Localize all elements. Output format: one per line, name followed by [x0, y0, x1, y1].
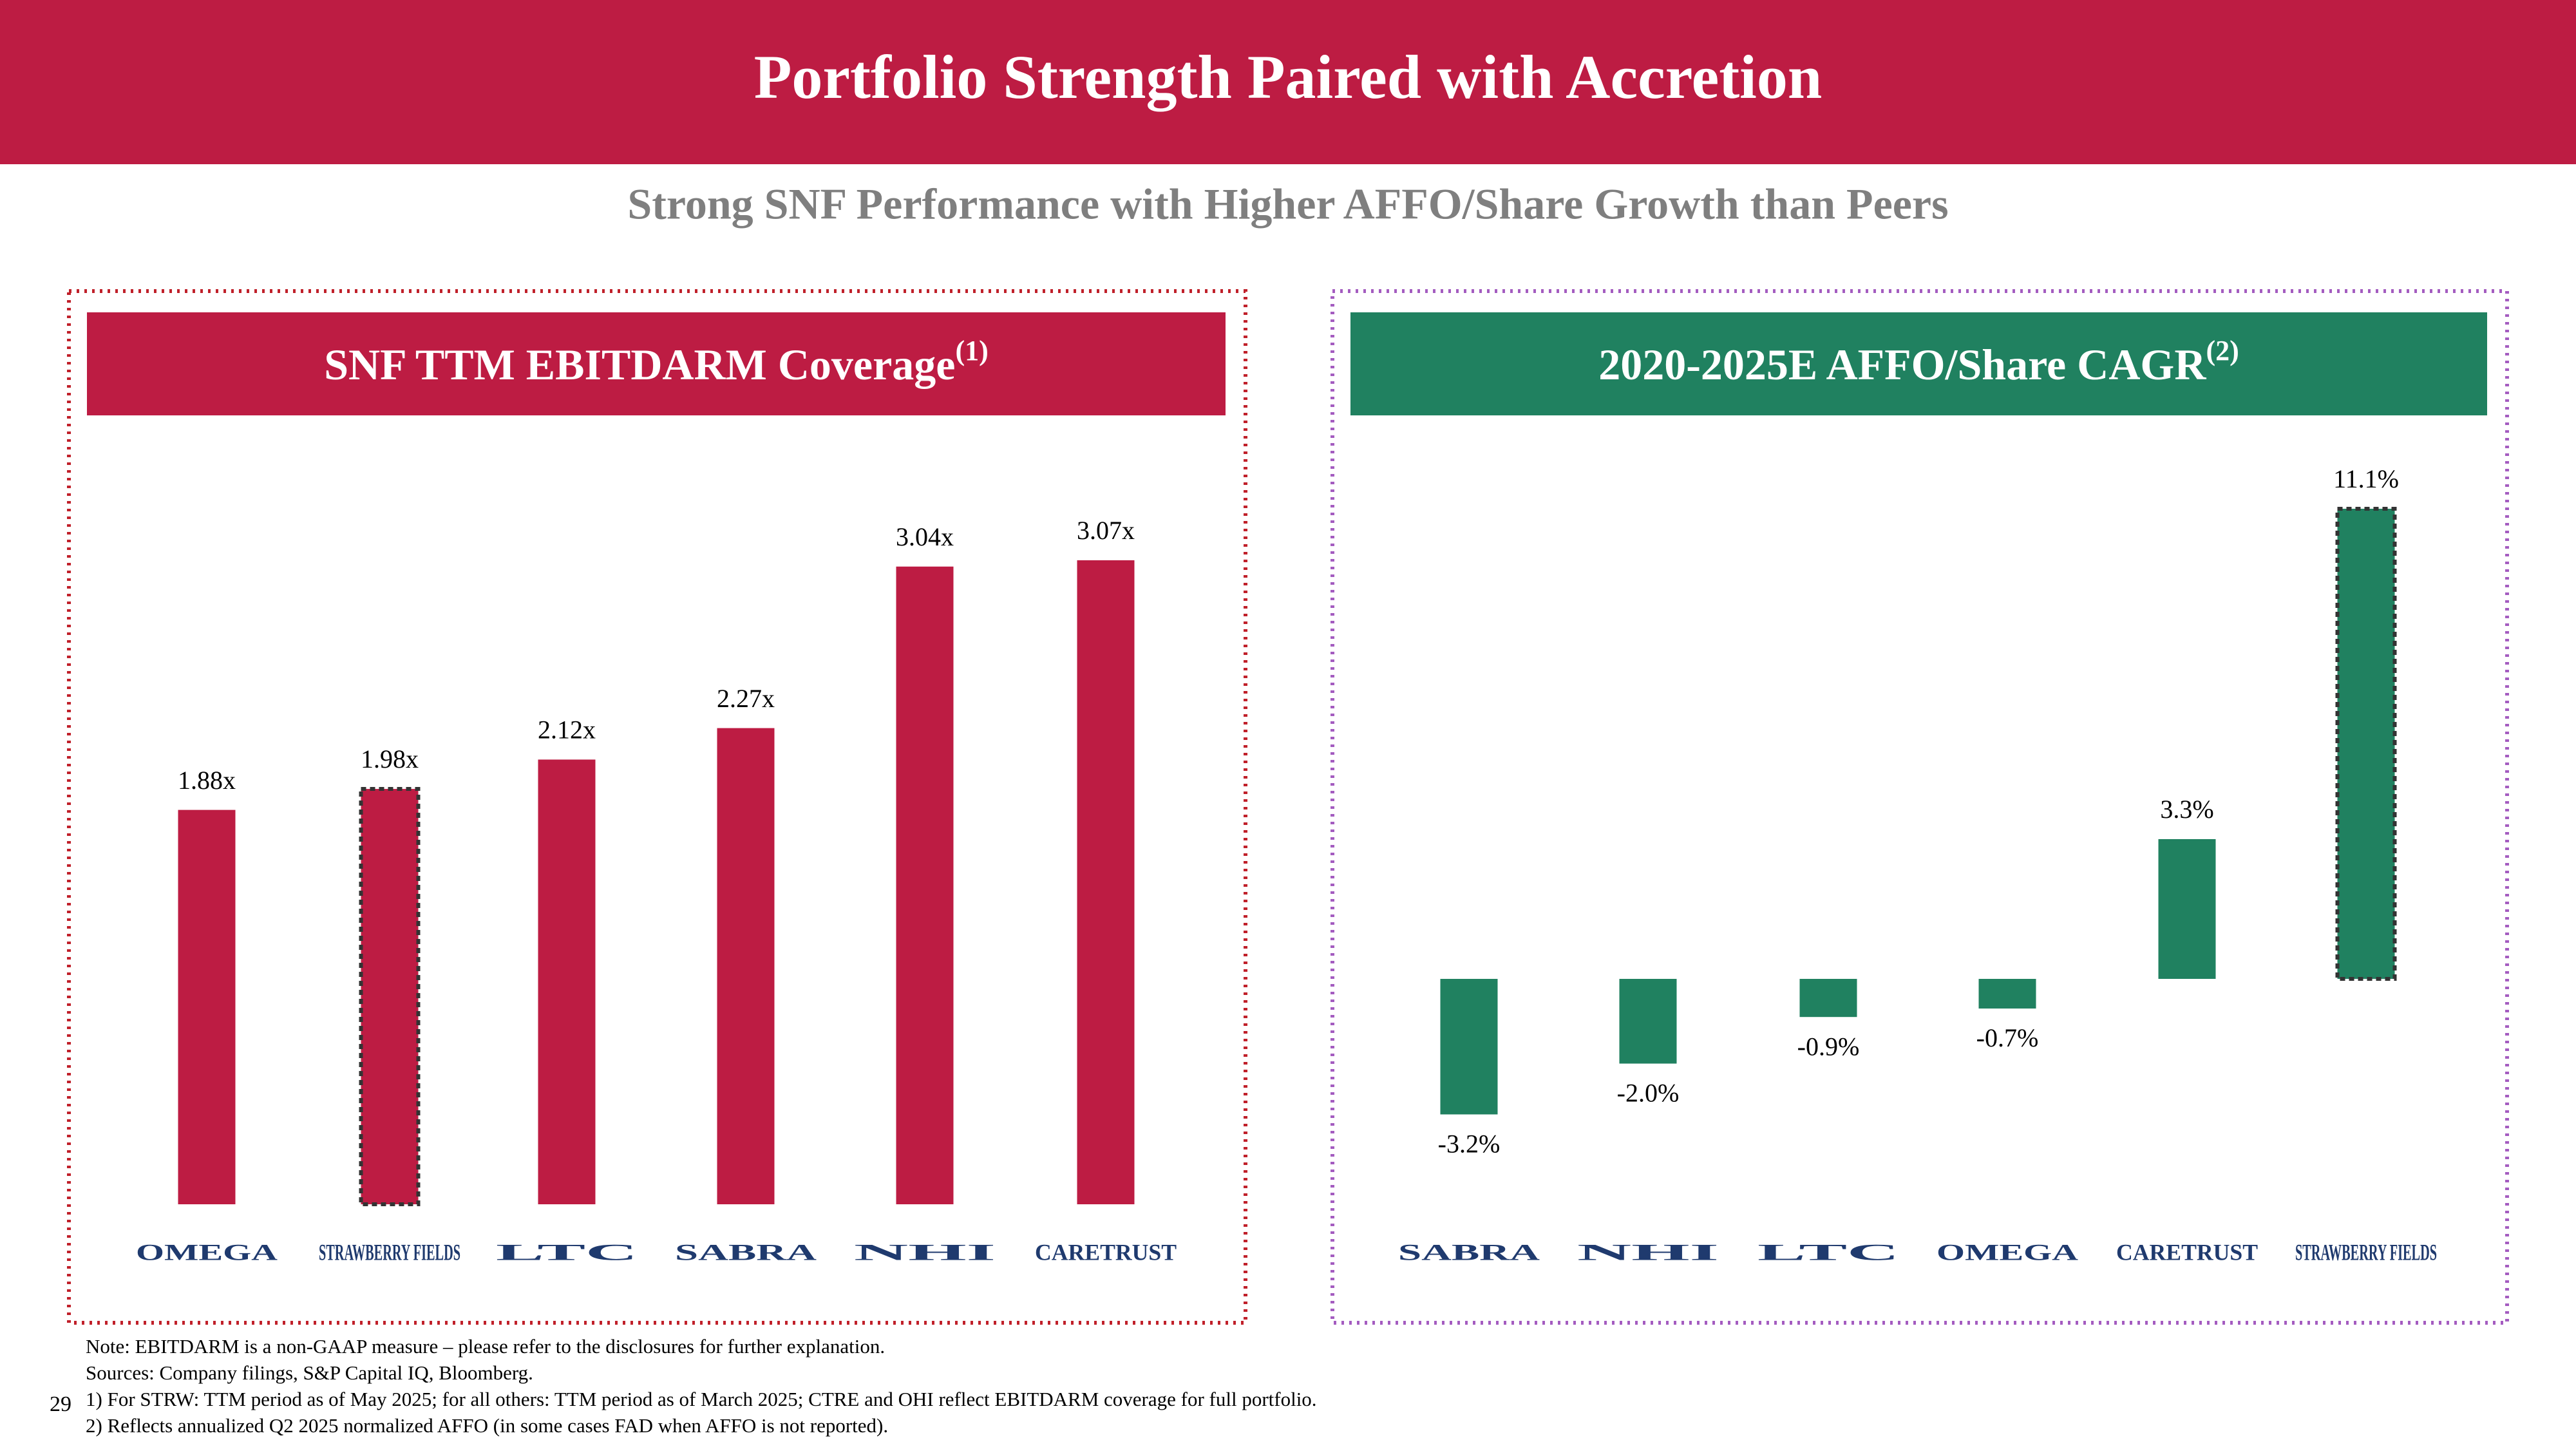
- category-logo: LTC: [496, 1239, 638, 1265]
- left-frame: [67, 289, 1247, 1325]
- value-label: 2.27x: [717, 684, 775, 713]
- category-logo: NHI: [854, 1239, 996, 1265]
- bar: [178, 810, 236, 1204]
- page-number: 29: [50, 1392, 71, 1416]
- bar: [538, 759, 596, 1204]
- category-logo: STRAWBERRY FIELDS: [319, 1239, 460, 1265]
- footnote: 2) Reflects annualized Q2 2025 normalize…: [86, 1414, 888, 1437]
- value-label: 1.98x: [361, 744, 419, 773]
- value-label: 2.12x: [538, 715, 596, 744]
- footnote: 1) For STRW: TTM period as of May 2025; …: [86, 1388, 1317, 1410]
- chart-title-text: SNF TTM EBITDARM Coverage: [324, 340, 955, 389]
- footnotes: Note: EBITDARM is a non-GAAP measure – p…: [86, 1335, 1317, 1437]
- bar: [1077, 560, 1135, 1204]
- title-superscript: (2): [2206, 335, 2239, 366]
- footnote: Sources: Company filings, S&P Capital IQ…: [86, 1361, 533, 1384]
- bar: [361, 789, 419, 1204]
- subtitle: Strong SNF Performance with Higher AFFO/…: [627, 180, 1948, 229]
- chart-title: 2020-2025E AFFO/Share CAGR(2): [1598, 335, 2239, 389]
- title-superscript: (1): [955, 335, 988, 366]
- category-logo: SABRA: [1398, 1239, 1540, 1265]
- bar: [2337, 509, 2395, 979]
- category-logo: LTC: [1757, 1239, 1899, 1265]
- bar: [2158, 838, 2216, 979]
- footnote: Note: EBITDARM is a non-GAAP measure – p…: [86, 1335, 885, 1358]
- value-label: -0.9%: [1797, 1032, 1860, 1061]
- category-logo: SABRA: [675, 1239, 817, 1265]
- bar: [1978, 979, 2036, 1009]
- value-label: -0.7%: [1976, 1023, 2039, 1052]
- category-logo: OMEGA: [1937, 1239, 2078, 1265]
- right-frame: [1331, 289, 2509, 1325]
- category-logo: CARETRUST: [2116, 1239, 2258, 1265]
- title-band: [87, 312, 1226, 415]
- bar: [1440, 979, 1498, 1115]
- bar: [896, 566, 954, 1204]
- value-label: 11.1%: [2333, 464, 2399, 493]
- chart-title-text: 2020-2025E AFFO/Share CAGR: [1598, 340, 2206, 389]
- value-label: 1.88x: [178, 766, 236, 795]
- bar-highlight: [2335, 507, 2397, 981]
- chart-title: SNF TTM EBITDARM Coverage(1): [324, 335, 989, 389]
- bar-highlight: [359, 787, 421, 1206]
- value-label: 3.3%: [2160, 795, 2213, 824]
- value-label: 3.04x: [896, 522, 954, 551]
- slide-title: Portfolio Strength Paired with Accretion: [754, 43, 1822, 111]
- category-logo: STRAWBERRY FIELDS: [2295, 1239, 2437, 1265]
- bar: [1619, 979, 1677, 1064]
- category-logo: OMEGA: [136, 1239, 278, 1265]
- category-logo: CARETRUST: [1035, 1239, 1177, 1265]
- value-label: -2.0%: [1617, 1079, 1680, 1108]
- bar: [717, 728, 775, 1204]
- title-band: [1350, 312, 2487, 415]
- bar: [1799, 979, 1857, 1018]
- header-band: [0, 0, 2576, 164]
- value-label: -3.2%: [1438, 1130, 1501, 1159]
- category-logo: NHI: [1577, 1239, 1719, 1265]
- value-label: 3.07x: [1077, 516, 1135, 545]
